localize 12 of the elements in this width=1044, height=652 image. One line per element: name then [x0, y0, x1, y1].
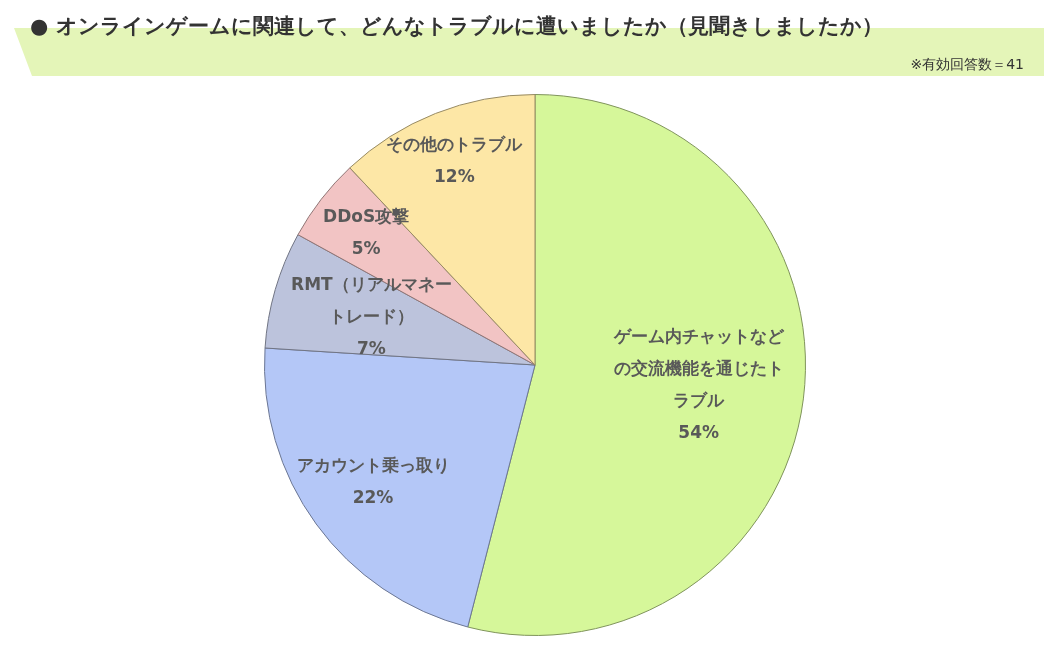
slice-label: その他のトラブル — [386, 133, 524, 154]
slice-label: DDoS攻撃 — [323, 206, 410, 227]
data-label: 5% — [351, 238, 381, 259]
slice-label: ゲーム内チャットなどの交流機能を通じたトラブル — [612, 326, 785, 411]
slice-label: RMT（リアルマネートレード） — [291, 273, 452, 326]
data-label: 12% — [433, 165, 475, 186]
data-label: 22% — [352, 487, 394, 508]
chart-title: ● オンラインゲームに関連して、どんなトラブルに遭いましたか（見聞きしましたか） — [30, 13, 883, 40]
data-label: 7% — [356, 337, 386, 358]
data-label: 54% — [678, 422, 720, 443]
slice-label: アカウント乗っ取り — [296, 455, 450, 476]
text: ※有効回答数＝41 — [910, 56, 1024, 74]
